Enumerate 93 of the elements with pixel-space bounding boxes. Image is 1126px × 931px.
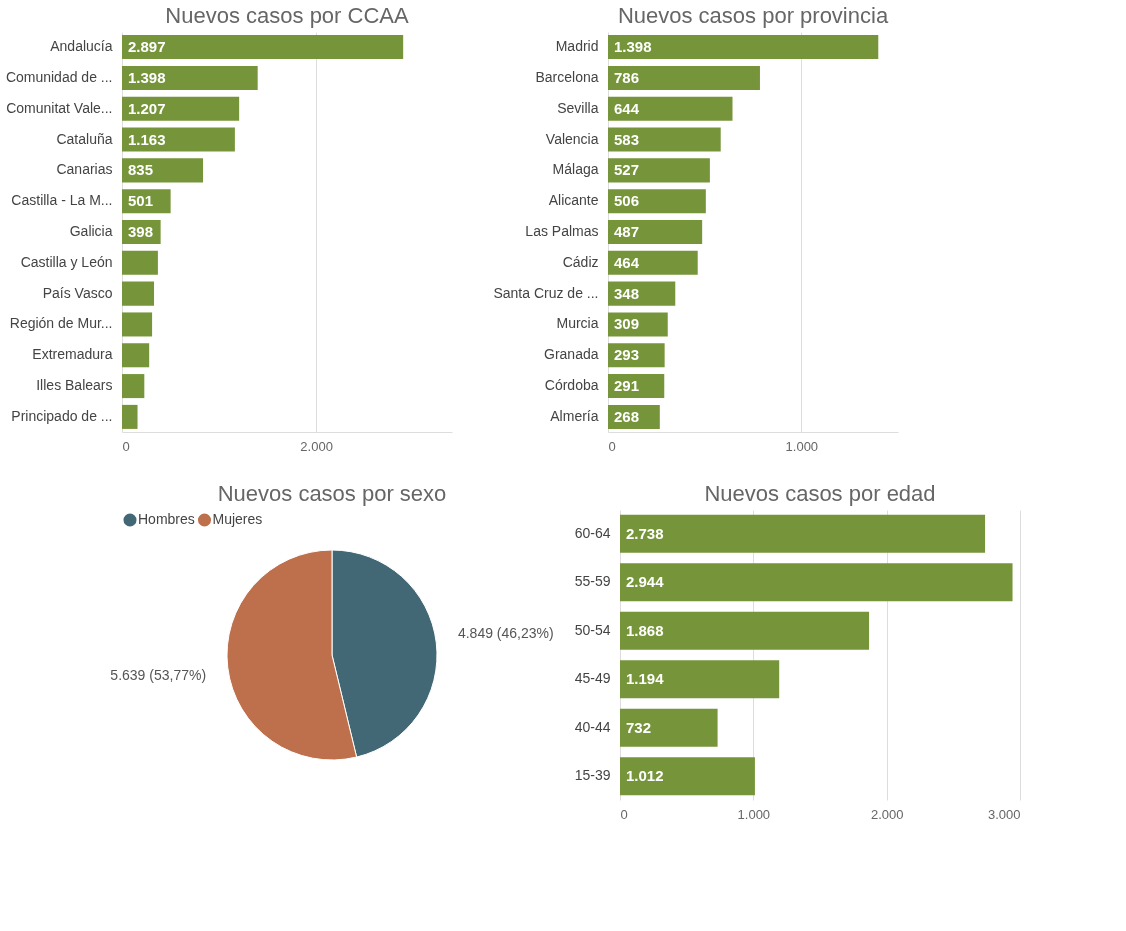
- bar: [608, 127, 721, 152]
- chart-title: Nuevos casos por provincia: [617, 3, 889, 28]
- data-label: 1.163: [128, 130, 166, 148]
- y-tick-label: País Vasco: [42, 284, 113, 301]
- y-tick-label: Murcia: [556, 315, 599, 332]
- data-label: 1.012: [626, 767, 664, 785]
- data-label: 2.897: [128, 38, 166, 56]
- y-tick-label: Las Palmas: [525, 223, 599, 239]
- data-label: 501: [128, 192, 154, 210]
- y-tick-label: Sevilla: [557, 99, 599, 116]
- bar: [608, 250, 698, 275]
- bar: [608, 35, 879, 60]
- bar: [122, 374, 145, 399]
- bar: [122, 158, 204, 183]
- y-tick-label: Galicia: [69, 223, 113, 239]
- bar: [608, 65, 760, 90]
- bar: [122, 250, 158, 275]
- chart-title: Nuevos casos por edad: [704, 481, 936, 506]
- data-label: 786: [614, 68, 640, 86]
- bar: [122, 281, 155, 306]
- bar: [122, 343, 150, 368]
- y-tick-label: Región de Mur...: [9, 315, 113, 332]
- data-label: 268: [614, 407, 640, 425]
- x-tick-label: 2.000: [300, 438, 333, 454]
- y-tick-label: Granada: [544, 346, 599, 363]
- data-label: 1.207: [128, 99, 166, 117]
- y-tick-label: Comunitat Vale...: [6, 99, 113, 116]
- data-label: 1.868: [626, 621, 664, 639]
- x-tick-label: 3.000: [987, 806, 1021, 822]
- y-tick-label: Illes Balears: [36, 377, 113, 394]
- data-label: 5.639 (53,77%): [110, 666, 207, 683]
- y-tick-label: Córdoba: [544, 377, 599, 394]
- y-tick-label: 60-64: [574, 524, 611, 541]
- y-tick-label: Valencia: [545, 130, 599, 147]
- y-tick-label: Castilla y León: [20, 253, 113, 270]
- data-label: 309: [614, 315, 640, 333]
- y-tick-label: Principado de ...: [11, 407, 113, 424]
- bar: [608, 158, 710, 183]
- bar: [122, 312, 153, 337]
- y-tick-label: Madrid: [555, 38, 599, 55]
- data-label: 1.398: [614, 38, 652, 56]
- y-tick-label: Málaga: [552, 161, 599, 178]
- bar: [608, 219, 703, 245]
- x-tick-label: 0: [620, 806, 628, 822]
- y-tick-label: Extremadura: [32, 346, 113, 363]
- bar: [122, 127, 235, 152]
- y-tick-label: 45-49: [574, 670, 611, 687]
- data-label: 1.398: [128, 68, 166, 86]
- chart-title: Nuevos casos por CCAA: [165, 3, 409, 28]
- bar: [122, 65, 258, 90]
- data-label: 291: [614, 377, 640, 395]
- x-tick-label: 2.000: [870, 806, 904, 822]
- y-tick-label: Almería: [550, 407, 599, 424]
- y-tick-label: 55-59: [574, 573, 611, 590]
- y-tick-label: Andalucía: [50, 38, 113, 55]
- data-label: 398: [128, 223, 154, 240]
- bar: [608, 96, 733, 121]
- y-tick-label: Alicante: [548, 192, 599, 209]
- bar: [122, 35, 404, 60]
- data-label: 348: [614, 284, 640, 302]
- bar: [122, 404, 138, 429]
- data-label: 2.944: [626, 573, 665, 591]
- chart-title: Nuevos casos por sexo: [217, 481, 447, 506]
- data-label: 835: [128, 161, 154, 179]
- data-label: 644: [614, 99, 640, 117]
- x-tick-label: 0: [608, 438, 616, 454]
- legend-label: Mujeres: [212, 511, 263, 527]
- y-tick-label: Comunidad de ...: [5, 68, 113, 85]
- data-label: 1.194: [626, 670, 665, 688]
- x-tick-label: 1.000: [785, 438, 819, 454]
- y-tick-label: 40-44: [574, 718, 611, 735]
- data-label: 487: [614, 223, 640, 240]
- y-tick-label: Castilla - La M...: [11, 192, 113, 209]
- x-tick-label: 0: [122, 438, 130, 454]
- y-tick-label: 50-54: [574, 621, 611, 638]
- y-tick-label: Santa Cruz de ...: [493, 284, 599, 301]
- data-label: 732: [626, 718, 652, 736]
- data-label: 527: [614, 161, 640, 179]
- y-tick-label: Barcelona: [535, 68, 599, 85]
- x-tick-label: 1.000: [737, 806, 771, 822]
- bar: [122, 96, 240, 121]
- data-label: 4.849 (46,23%): [457, 625, 554, 642]
- bar: [608, 189, 706, 214]
- data-label: 583: [614, 130, 640, 148]
- data-label: 506: [614, 192, 640, 210]
- data-label: 464: [614, 253, 640, 271]
- y-tick-label: Cádiz: [562, 253, 599, 270]
- y-tick-label: Canarias: [56, 161, 113, 178]
- data-label: 2.738: [626, 524, 664, 542]
- y-tick-label: Cataluña: [56, 130, 113, 147]
- data-label: 293: [614, 346, 640, 364]
- y-tick-label: 15-39: [574, 767, 611, 784]
- legend-label: Hombres: [138, 511, 195, 527]
